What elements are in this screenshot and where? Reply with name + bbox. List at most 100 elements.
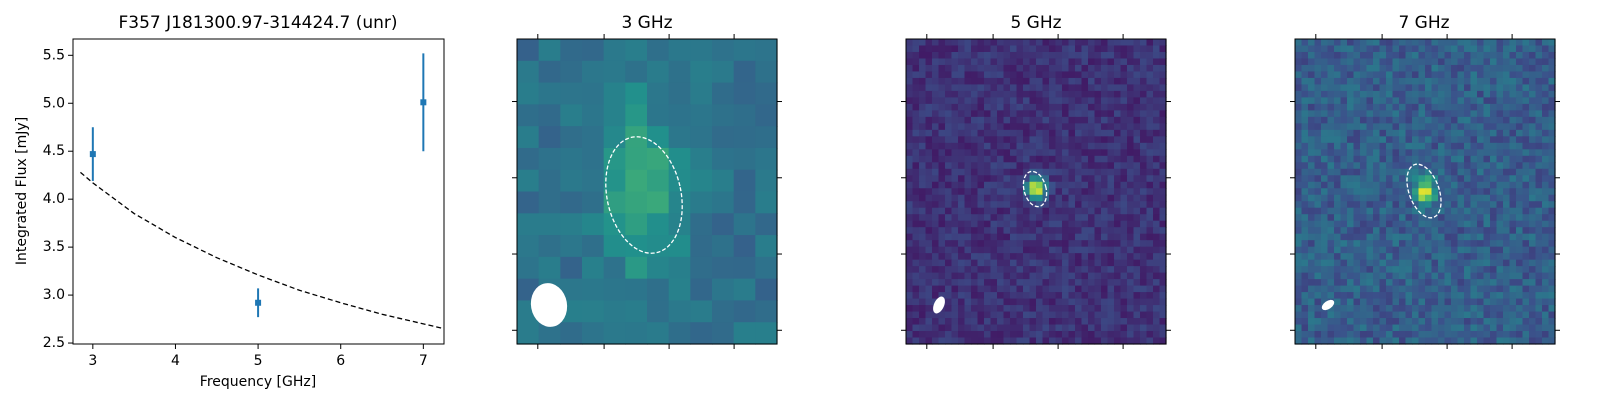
pixel: [1509, 136, 1517, 144]
pixel: [1146, 45, 1154, 53]
pixel: [712, 300, 735, 323]
pixel: [1036, 253, 1044, 261]
pixel: [1431, 123, 1439, 131]
pixel: [1366, 64, 1374, 73]
pixel: [1431, 266, 1439, 274]
pixel: [925, 77, 933, 86]
pixel: [1023, 324, 1031, 332]
pixel: [1094, 214, 1102, 222]
pixel: [1107, 318, 1115, 326]
pixel: [1418, 318, 1426, 326]
pixel: [1146, 227, 1154, 235]
pixel: [1334, 188, 1342, 196]
pixel: [1399, 233, 1407, 241]
pixel: [1127, 246, 1135, 254]
pixel: [1405, 318, 1413, 326]
pixel: [1425, 142, 1433, 150]
pixel: [1379, 110, 1387, 118]
pixel: [1444, 331, 1452, 339]
pixel: [990, 71, 998, 79]
pixel: [919, 84, 927, 92]
pixel: [1081, 188, 1089, 196]
pixel: [1042, 324, 1050, 332]
pixel: [1425, 285, 1433, 293]
pixel: [1075, 84, 1083, 92]
pixel: [1444, 337, 1452, 345]
pixel: [1516, 214, 1524, 222]
pixel: [1016, 51, 1024, 60]
pixel: [964, 136, 972, 144]
pixel: [1023, 64, 1031, 73]
pixel: [1477, 84, 1485, 92]
pixel: [1314, 188, 1322, 196]
pixel: [1457, 123, 1465, 131]
pixel: [1418, 103, 1426, 111]
pixel: [1029, 305, 1037, 313]
pixel: [1075, 181, 1083, 189]
pixel: [1081, 51, 1089, 60]
pixel: [912, 58, 920, 66]
pixel: [971, 84, 979, 92]
pixel: [945, 266, 953, 274]
pixel: [1503, 259, 1511, 267]
pixel: [958, 97, 966, 105]
pixel: [1535, 194, 1543, 202]
pixel: [1392, 318, 1400, 326]
pixel: [1321, 168, 1329, 176]
pixel: [1036, 168, 1044, 176]
pixel: [1451, 337, 1459, 345]
pixel: [1347, 246, 1355, 254]
pixel: [1133, 39, 1141, 47]
pixel: [984, 175, 992, 183]
pixel: [971, 194, 979, 202]
pixel: [1340, 285, 1348, 293]
pixel: [1088, 58, 1096, 66]
pixel: [1153, 136, 1161, 144]
pixel: [1392, 253, 1400, 261]
pixel: [560, 126, 583, 149]
pixel: [1140, 194, 1148, 202]
pixel: [984, 188, 992, 196]
pixel: [1314, 227, 1322, 235]
pixel: [1114, 298, 1122, 306]
pixel: [1010, 292, 1018, 300]
pixel: [977, 272, 985, 280]
pixel: [1522, 136, 1530, 144]
pixel: [1036, 220, 1044, 228]
pixel: [951, 45, 959, 53]
pixel: [517, 126, 540, 149]
pixel: [1366, 45, 1374, 53]
pixel: [1029, 253, 1037, 261]
pixel: [1353, 324, 1361, 332]
pixel: [1464, 162, 1472, 170]
pixel: [1055, 318, 1063, 326]
pixel: [1321, 240, 1329, 248]
pixel: [1340, 220, 1348, 228]
pixel: [1114, 201, 1122, 209]
pixel: [1399, 142, 1407, 150]
pixel: [1094, 292, 1102, 300]
pixel: [1529, 337, 1537, 345]
pixel: [1431, 77, 1439, 86]
pixel: [1431, 136, 1439, 144]
pixel: [1542, 305, 1550, 313]
pixel: [1464, 279, 1472, 287]
pixel: [1431, 116, 1439, 124]
pixel: [977, 246, 985, 254]
pixel: [1036, 227, 1044, 235]
pixel: [1516, 318, 1524, 326]
pixel: [1405, 58, 1413, 66]
pixel: [1503, 51, 1511, 60]
pixel: [1010, 240, 1018, 248]
pixel: [1314, 246, 1322, 254]
pixel: [1483, 292, 1491, 300]
pixel: [1431, 311, 1439, 319]
pixel: [625, 147, 648, 171]
pixel: [990, 64, 998, 73]
pixel: [1477, 201, 1485, 209]
pixel: [603, 235, 626, 258]
pixel: [1496, 77, 1504, 86]
pixel: [1412, 240, 1420, 248]
pixel: [919, 331, 927, 339]
pixel: [1159, 337, 1167, 345]
